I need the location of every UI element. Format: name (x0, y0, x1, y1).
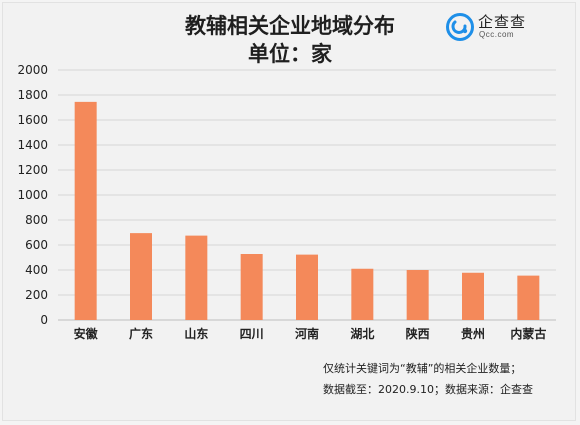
bar (462, 272, 484, 320)
bar (185, 235, 208, 320)
y-tick-label: 2000 (17, 63, 48, 77)
y-tick-label: 1400 (17, 138, 48, 152)
bar (74, 101, 97, 320)
x-tick-label: 安徽 (74, 326, 99, 341)
y-tick-label: 400 (25, 263, 48, 277)
x-tick-label: 湖北 (350, 326, 374, 341)
x-tick-label: 广东 (129, 326, 153, 341)
y-tick-label: 1800 (17, 88, 48, 102)
x-tick-label: 贵州 (461, 326, 485, 341)
y-tick-label: 600 (25, 238, 48, 252)
y-tick-label: 800 (25, 213, 48, 227)
chart-subtitle: 单位：家 (248, 42, 332, 66)
chart-card (2, 2, 576, 421)
x-tick-label: 河南 (294, 326, 319, 341)
y-tick-label: 200 (25, 288, 48, 302)
logo-sub: Qcc.com (479, 30, 515, 39)
x-tick-label: 四川 (240, 327, 264, 341)
x-tick-label: 山东 (184, 326, 208, 341)
bar (517, 275, 540, 320)
bar (130, 233, 152, 320)
note-keyword: 仅统计关键词为“教辅”的相关企业数量； (323, 362, 522, 375)
chart-title: 教辅相关企业地域分布 (185, 14, 395, 38)
y-tick-label: 1200 (17, 163, 48, 177)
y-tick-label: 0 (40, 313, 48, 327)
y-tick-label: 1600 (17, 113, 48, 127)
y-tick-label: 1000 (17, 188, 48, 202)
bar (296, 254, 318, 320)
qcc-logo: 企查查 Qcc.com (446, 11, 556, 43)
note-source: 数据截至：2020.9.10；数据来源：企查查 (323, 383, 533, 396)
bar (406, 270, 429, 320)
logo-name: 企查查 (478, 13, 527, 31)
qcc-logo-icon (446, 13, 474, 41)
x-tick-label: 陕西 (406, 326, 430, 341)
bar (351, 268, 374, 320)
bar (240, 254, 263, 320)
x-tick-label: 内蒙古 (510, 326, 546, 341)
